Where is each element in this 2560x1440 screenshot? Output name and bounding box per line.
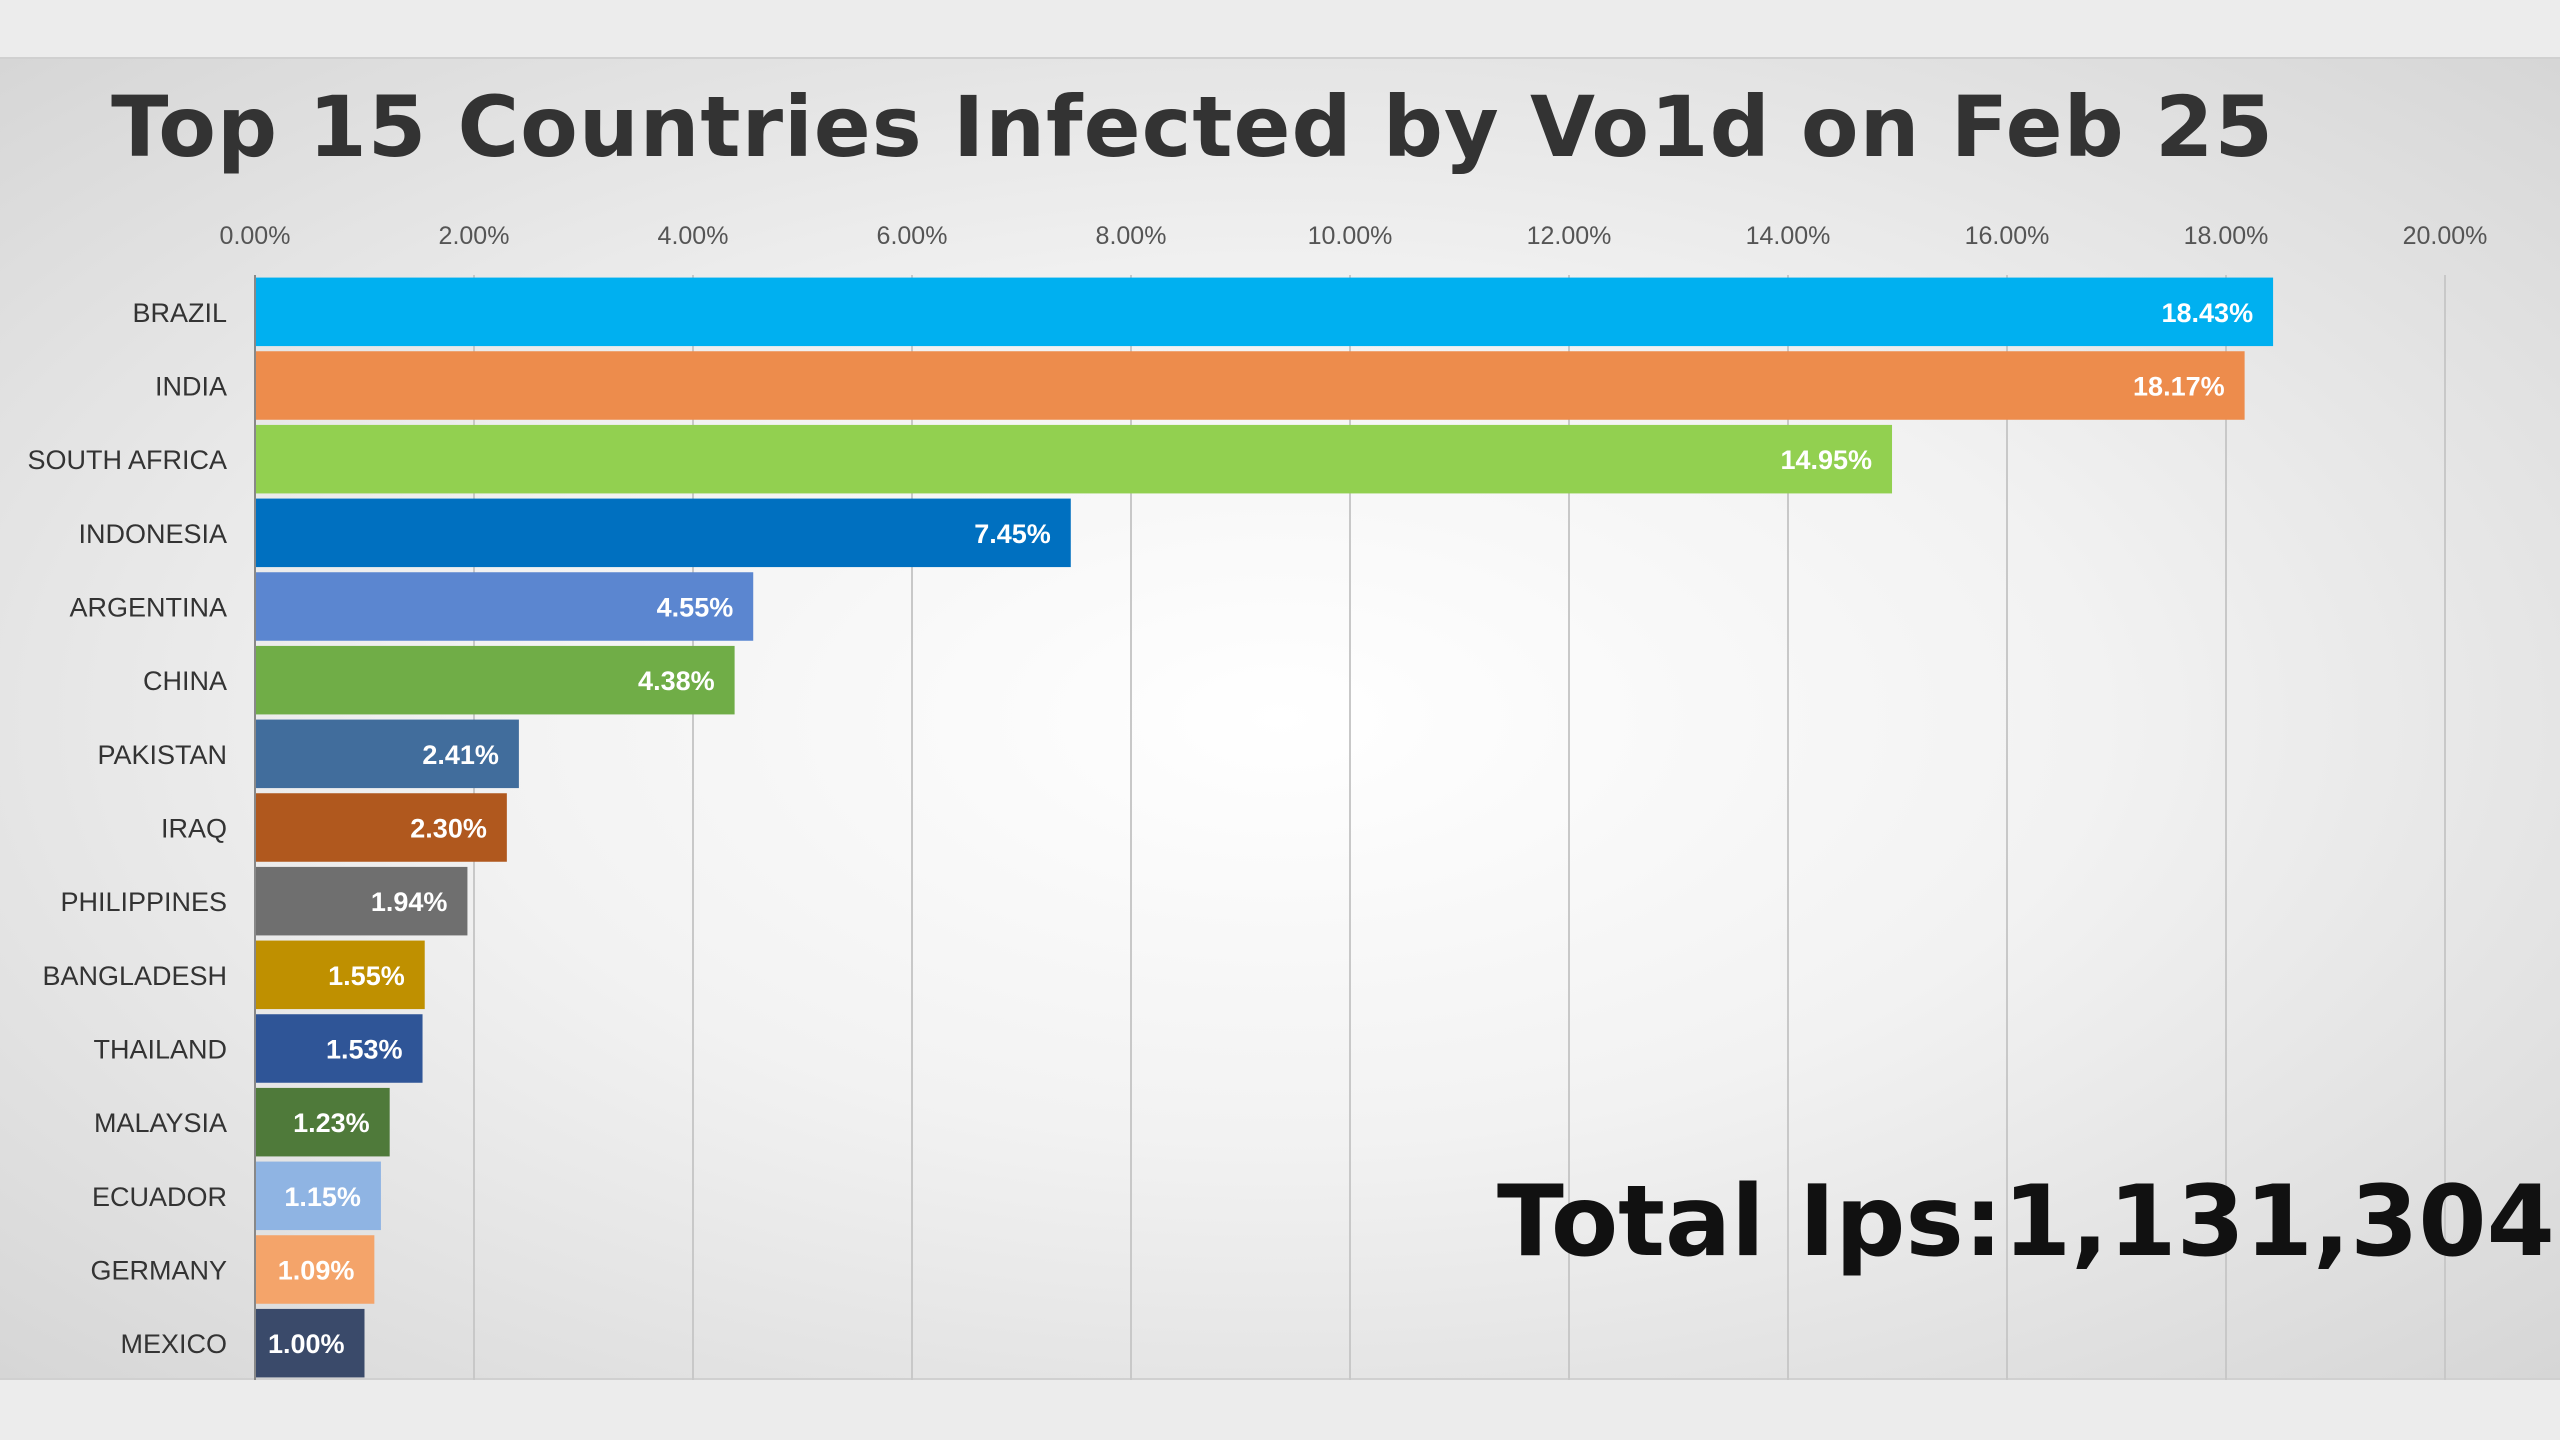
data-label: 1.55% bbox=[328, 961, 405, 991]
data-label: 2.41% bbox=[422, 740, 499, 770]
y-category-label: IRAQ bbox=[161, 814, 227, 844]
data-label: 1.15% bbox=[284, 1182, 361, 1212]
bar bbox=[255, 424, 1893, 494]
bar bbox=[255, 793, 507, 862]
chart-title: Top 15 Countries Infected by Vo1d on Feb… bbox=[111, 78, 2274, 176]
x-tick-label: 2.00% bbox=[439, 222, 510, 250]
y-category-label: INDONESIA bbox=[78, 519, 227, 549]
data-label: 4.55% bbox=[657, 593, 734, 623]
data-label: 1.23% bbox=[293, 1108, 370, 1138]
bar bbox=[255, 572, 754, 641]
bar bbox=[255, 277, 2274, 347]
y-category-label: THAILAND bbox=[93, 1035, 227, 1065]
y-category-label: CHINA bbox=[143, 666, 227, 696]
data-labels: 18.43% 18.17% 14.95% 7.45% 4.55% 4.38% 2.41% 2.… bbox=[268, 298, 2253, 1359]
x-tick-label: 12.00% bbox=[1527, 222, 1612, 250]
bar bbox=[255, 1014, 423, 1083]
x-tick-label: 14.00% bbox=[1746, 222, 1831, 250]
x-tick-label: 4.00% bbox=[658, 222, 729, 250]
x-axis-ticks: 0.00% 2.00% 4.00% 6.00% 8.00% 10.00% 12.00% 14.… bbox=[220, 222, 2488, 250]
y-category-label: INDIA bbox=[155, 372, 227, 402]
x-tick-label: 0.00% bbox=[220, 222, 291, 250]
total-ips-annotation: Total Ips:1,131,304 bbox=[1497, 1165, 2555, 1279]
bar bbox=[255, 645, 735, 715]
y-category-label: SOUTH AFRICA bbox=[27, 445, 227, 475]
bar bbox=[255, 940, 425, 1010]
data-label: 18.43% bbox=[2162, 298, 2254, 328]
x-tick-label: 20.00% bbox=[2403, 222, 2488, 250]
x-tick-label: 10.00% bbox=[1308, 222, 1393, 250]
x-tick-label: 18.00% bbox=[2184, 222, 2269, 250]
y-category-label: GERMANY bbox=[90, 1256, 227, 1286]
data-label: 1.09% bbox=[278, 1256, 355, 1286]
chart-frame bbox=[0, 57, 2560, 1380]
y-category-label: BANGLADESH bbox=[42, 961, 227, 991]
bar bbox=[255, 1308, 365, 1378]
data-label: 1.00% bbox=[268, 1329, 345, 1359]
x-tick-label: 6.00% bbox=[877, 222, 948, 250]
x-tick-label: 16.00% bbox=[1965, 222, 2050, 250]
y-category-label: MALAYSIA bbox=[94, 1108, 227, 1138]
y-category-label: PAKISTAN bbox=[97, 740, 227, 770]
y-category-label: ECUADOR bbox=[92, 1182, 227, 1212]
data-label: 1.94% bbox=[371, 887, 448, 917]
data-label: 14.95% bbox=[1780, 445, 1872, 475]
bar bbox=[255, 1235, 375, 1304]
y-category-label: PHILIPPINES bbox=[60, 887, 227, 917]
data-label: 2.30% bbox=[410, 814, 487, 844]
data-label: 18.17% bbox=[2133, 372, 2225, 402]
bar bbox=[255, 498, 1071, 568]
bars bbox=[255, 277, 2274, 1378]
y-axis-labels: BRAZIL INDIA SOUTH AFRICA INDONESIA ARGENTIN… bbox=[27, 298, 227, 1359]
bar bbox=[255, 1087, 390, 1157]
x-tick-label: 8.00% bbox=[1096, 222, 1167, 250]
bar bbox=[255, 351, 2245, 420]
bar bbox=[255, 1161, 381, 1231]
data-label: 1.53% bbox=[326, 1035, 403, 1065]
y-category-label: BRAZIL bbox=[132, 298, 227, 328]
y-category-label: MEXICO bbox=[120, 1329, 227, 1359]
bar bbox=[255, 866, 468, 936]
bar bbox=[255, 719, 519, 789]
y-category-label: ARGENTINA bbox=[69, 593, 227, 623]
data-label: 4.38% bbox=[638, 666, 715, 696]
data-label: 7.45% bbox=[974, 519, 1051, 549]
